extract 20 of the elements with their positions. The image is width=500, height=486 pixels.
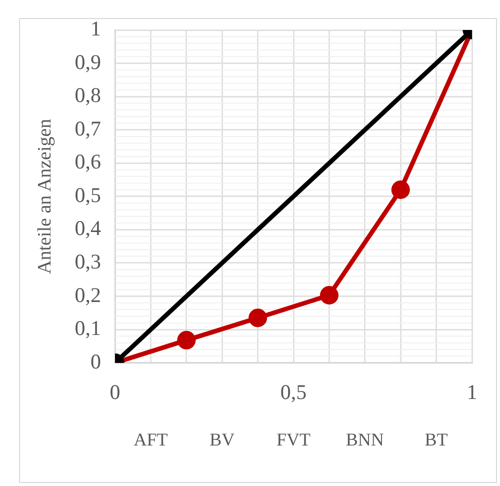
y-axis-title: Anteile an Anzeigen (34, 118, 56, 274)
y-tick-label: 0 (90, 349, 102, 374)
y-tick-label: 0,5 (74, 182, 102, 207)
y-tick-label: 0,4 (74, 216, 102, 240)
text: BV (210, 430, 235, 450)
text: FVT (276, 430, 311, 450)
y-tick-label: 1 (90, 16, 102, 41)
text: BNN (346, 430, 384, 450)
text: BT (424, 430, 448, 450)
y-tick-label: 0,6 (74, 150, 102, 174)
x-tick-label: 0 (110, 380, 120, 404)
y-tick-label: 0,7 (74, 116, 102, 140)
y-tick-label: 0,1 (74, 316, 102, 340)
y-tick-label: 0,8 (74, 83, 102, 108)
x-tick-label: 1 (466, 380, 478, 404)
y-tick-label: 0,9 (74, 50, 102, 74)
y-tick-label: 0,3 (74, 249, 102, 274)
x-tick-label: 0,5 (280, 380, 307, 404)
text: AFT (134, 430, 168, 450)
y-tick-label: 0,2 (74, 282, 102, 307)
